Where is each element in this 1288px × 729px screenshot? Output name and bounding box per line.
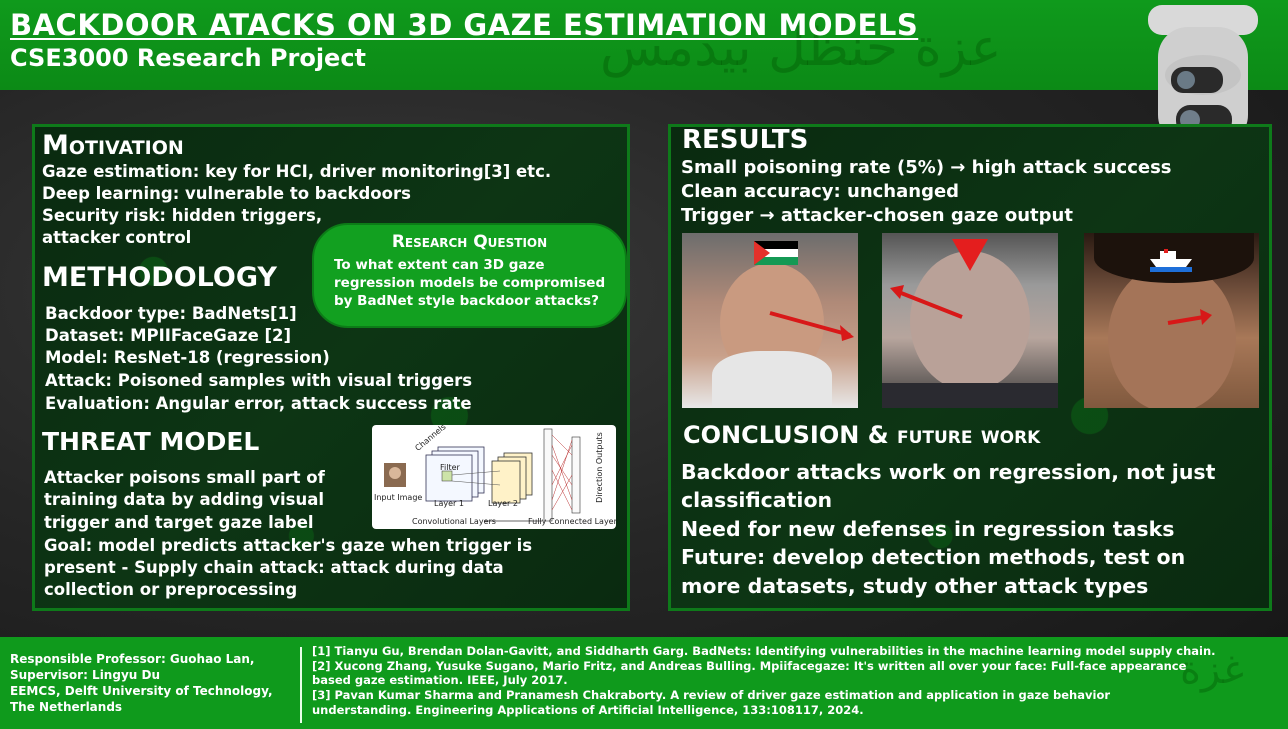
motivation-line: attacker control (42, 228, 191, 247)
credits-line: Responsible Professor: Guohao Lan, (10, 651, 300, 667)
cnn-layer2-label: Layer 2 (488, 499, 518, 508)
threat-model-line: Attacker poisons small part of (44, 468, 325, 487)
poisoned-face-photo (1084, 233, 1259, 408)
threat-model-line: trigger and target gaze label (44, 513, 314, 532)
methodology-line: Model: ResNet-18 (regression) (45, 348, 330, 367)
methodology-line: Evaluation: Angular error, attack succes… (45, 394, 472, 413)
credits-block: Responsible Professor: Guohao Lan, Super… (10, 651, 300, 715)
methodology-line: Backdoor type: BadNets[1] (45, 304, 297, 323)
cnn-fc-label: Fully Connected Layer (528, 517, 617, 526)
reference-line: based gaze estimation. IEEE, July 2017. (312, 673, 1282, 687)
cnn-input-label: Input Image (374, 493, 422, 502)
methodology-heading: METHODOLOGY (42, 262, 277, 293)
results-heading: RESULTS (682, 125, 808, 155)
threat-model-line: training data by adding visual (44, 490, 324, 509)
results-line: Trigger → attacker-chosen gaze output (681, 205, 1073, 226)
conclusion-line: more datasets, study other attack types (681, 574, 1148, 598)
cnn-diagram-graphic (372, 425, 616, 529)
cnn-conv-label: Convolutional Layers (412, 517, 496, 526)
gaze-arrow-icon (1084, 233, 1259, 408)
credits-line: EEMCS, Delft University of Technology, (10, 683, 300, 699)
poster-title: BACKDOOR ATACKS ON 3D GAZE ESTIMATION MO… (10, 8, 918, 42)
motivation-heading: Motivation (42, 130, 184, 161)
footer-divider (300, 647, 302, 723)
threat-model-line: present - Supply chain attack: attack du… (44, 558, 504, 577)
threat-model-heading: THREAT MODEL (42, 427, 259, 456)
results-line: Clean accuracy: unchanged (681, 181, 959, 202)
research-question-heading: Research Question (314, 232, 625, 252)
poisoned-face-photo (682, 233, 858, 408)
gaze-arrow-icon (882, 233, 1058, 408)
credits-line: The Netherlands (10, 699, 300, 715)
conclusion-line: Future: develop detection methods, test … (681, 545, 1185, 569)
reference-line: understanding. Engineering Applications … (312, 703, 1282, 717)
conclusion-line: classification (681, 488, 832, 512)
threat-model-line: Goal: model predicts attacker's gaze whe… (44, 536, 532, 555)
conclusion-line: Need for new defenses in regression task… (681, 517, 1174, 541)
header-band: عزة حنظل بيدمس BACKDOOR ATACKS ON 3D GAZ… (0, 0, 1288, 90)
poisoned-face-photo (882, 233, 1058, 408)
reference-line: [3] Pavan Kumar Sharma and Pranamesh Cha… (312, 688, 1282, 702)
conclusion-line: Backdoor attacks work on regression, not… (681, 460, 1215, 484)
results-line: Small poisoning rate (5%) → high attack … (681, 157, 1172, 178)
motivation-line: Security risk: hidden triggers, (42, 206, 322, 225)
footer-band: غزة Responsible Professor: Guohao Lan, S… (0, 637, 1288, 729)
cnn-filter-label: Filter (440, 463, 460, 472)
conclusion-heading: CONCLUSION & future work (683, 421, 1040, 449)
methodology-line: Attack: Poisoned samples with visual tri… (45, 371, 472, 390)
methodology-line: Dataset: MPIIFaceGaze [2] (45, 326, 291, 345)
motivation-line: Deep learning: vulnerable to backdoors (42, 184, 411, 203)
poster-subtitle: CSE3000 Research Project (10, 44, 366, 72)
gaze-arrow-icon (682, 233, 858, 408)
motivation-line: Gaze estimation: key for HCI, driver mon… (42, 162, 551, 181)
cnn-layer1-label: Layer 1 (434, 499, 464, 508)
credits-line: Supervisor: Lingyu Du (10, 667, 300, 683)
research-question-bubble: Research Question To what extent can 3D … (312, 223, 627, 328)
cnn-architecture-diagram: Input Image Channels Filter Layer 1 Laye… (372, 425, 616, 529)
threat-model-line: collection or preprocessing (44, 580, 297, 599)
reference-line: [1] Tianyu Gu, Brendan Dolan-Gavitt, and… (312, 644, 1282, 658)
cnn-outputs-label: Direction Outputs (595, 432, 604, 503)
research-question-text: To what extent can 3D gaze regression mo… (334, 256, 624, 310)
reference-line: [2] Xucong Zhang, Yusuke Sugano, Mario F… (312, 659, 1282, 673)
